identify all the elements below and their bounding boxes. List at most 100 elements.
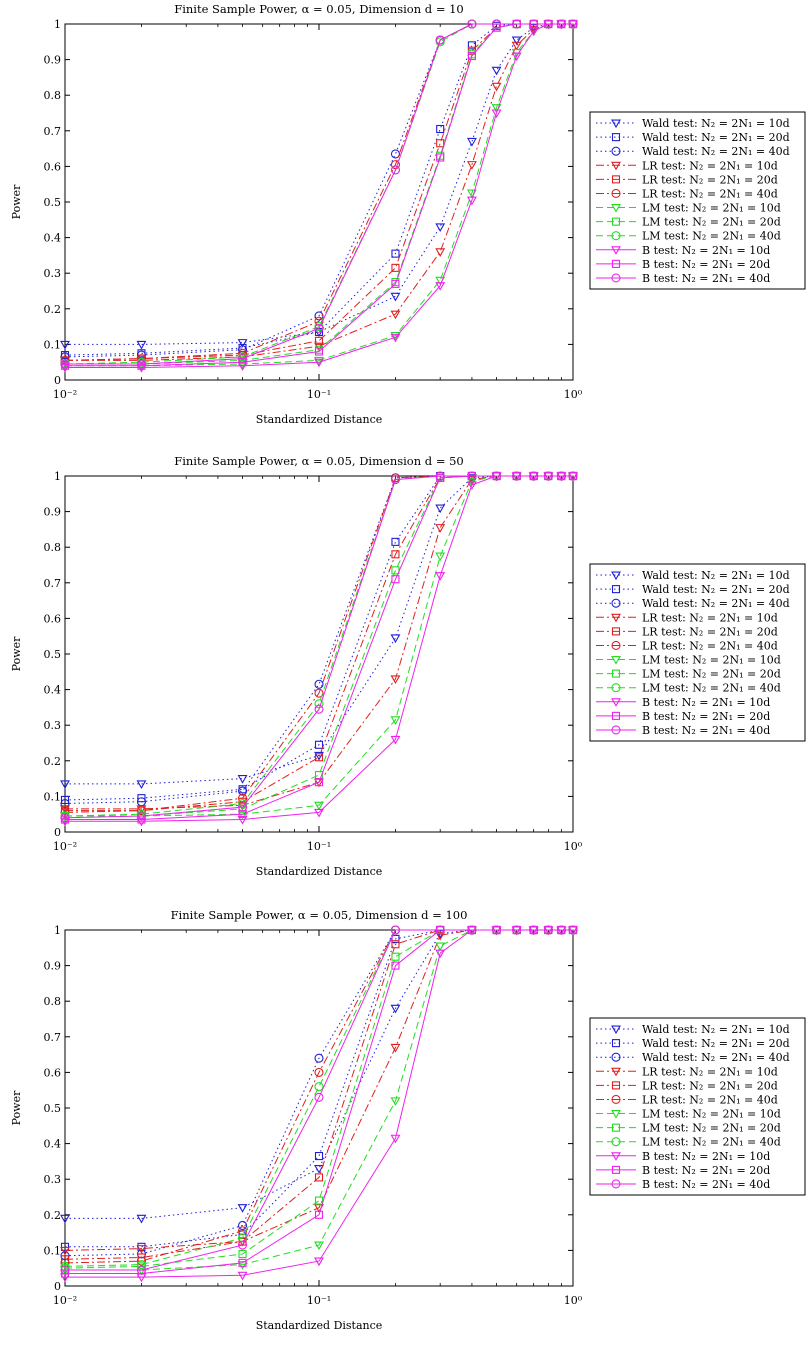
- y-tick-label: 0.6: [44, 160, 62, 173]
- data-point: [314, 336, 324, 345]
- series-line: [64, 475, 573, 819]
- data-point: [529, 925, 539, 935]
- data-point: [314, 1173, 324, 1182]
- data-point: [60, 1265, 70, 1275]
- data-point: [435, 552, 446, 562]
- x-axis-label: Standardized Distance: [256, 865, 383, 878]
- data-point: [314, 1210, 324, 1219]
- data-point: [390, 1004, 401, 1014]
- legend-marker: [611, 640, 621, 651]
- data-point: [568, 925, 578, 935]
- data-point: [390, 1134, 401, 1144]
- legend-marker: [611, 1165, 621, 1174]
- data-point: [314, 356, 324, 366]
- data-point: [435, 925, 445, 935]
- legend-marker: [611, 683, 621, 693]
- legend-label: LM test: N₂ = 2N₁ = 20d: [642, 216, 781, 229]
- legend-label: B test: N₂ = 2N₁ = 40d: [642, 1178, 770, 1191]
- series-lm-test-n-2n-20d: [60, 471, 578, 821]
- data-point: [466, 137, 477, 147]
- series-line: [65, 475, 573, 822]
- legend-marker: [611, 711, 621, 720]
- data-point: [568, 19, 578, 29]
- data-point: [467, 19, 477, 29]
- y-tick-label: 0.4: [44, 232, 62, 245]
- series-line: [65, 475, 573, 785]
- data-point: [314, 311, 324, 321]
- data-point: [314, 1164, 324, 1174]
- series-lm-test-n-2n-10d: [60, 926, 578, 1276]
- y-axis-label: Power: [10, 1090, 23, 1126]
- data-point: [436, 153, 445, 162]
- legend-marker: [611, 1025, 621, 1035]
- legend-label: LM test: N₂ = 2N₁ = 40d: [642, 230, 781, 243]
- data-point: [237, 1261, 248, 1270]
- legend-marker: [611, 725, 621, 735]
- x-axis-label: Standardized Distance: [256, 1319, 383, 1332]
- data-point: [237, 1271, 248, 1281]
- legend-marker: [611, 259, 621, 268]
- legend-label: LM test: N₂ = 2N₁ = 20d: [642, 1122, 781, 1135]
- legend-marker: [611, 161, 621, 171]
- data-point: [314, 753, 324, 762]
- data-point: [237, 1240, 248, 1250]
- data-point: [237, 1220, 248, 1231]
- series-line: [65, 475, 573, 817]
- y-tick-label: 0.1: [44, 338, 62, 351]
- legend-marker: [611, 273, 621, 283]
- data-point: [314, 1092, 324, 1102]
- series-lr-test-n-2n-40d: [60, 471, 578, 817]
- legend-marker: [611, 698, 621, 707]
- series-lm-test-n-2n-10d: [60, 472, 578, 822]
- data-point: [136, 1260, 147, 1270]
- y-tick-label: 0.3: [44, 719, 62, 732]
- x-tick-label: 10⁻¹: [307, 1294, 331, 1307]
- chart-svg: Finite Sample Power, α = 0.05, Dimension…: [10, 908, 806, 1332]
- series-line: [65, 23, 573, 345]
- series-line: [64, 929, 573, 1257]
- series-wald-test-n-2n-10d: [60, 926, 578, 1224]
- data-point: [436, 139, 445, 148]
- series-b-test-n-2n-10d: [60, 20, 578, 373]
- data-point: [314, 808, 324, 818]
- y-tick-label: 0.6: [44, 1066, 62, 1079]
- data-point: [390, 165, 401, 175]
- x-tick-label: 10⁰: [564, 1294, 583, 1307]
- data-point: [391, 575, 400, 584]
- y-tick-label: 0.5: [44, 196, 62, 209]
- legend-marker: [611, 146, 621, 156]
- legend-label: Wald test: N₂ = 2N₁ = 10d: [642, 569, 790, 582]
- data-point: [137, 794, 146, 803]
- data-point: [237, 786, 248, 796]
- y-tick-label: 0.8: [44, 995, 62, 1008]
- data-point: [391, 279, 400, 288]
- y-tick-label: 0.7: [44, 1031, 62, 1044]
- data-point: [136, 359, 147, 369]
- data-point: [314, 347, 324, 356]
- series-lr-test-n-2n-10d: [60, 20, 578, 366]
- data-point: [136, 780, 147, 790]
- legend-marker: [611, 1152, 621, 1161]
- data-point: [529, 471, 539, 481]
- series-line: [64, 475, 573, 817]
- legend-label: LM test: N₂ = 2N₁ = 40d: [642, 682, 781, 695]
- legend-marker: [611, 1039, 621, 1048]
- series-wald-test-n-2n-20d: [60, 19, 578, 360]
- data-point: [314, 1196, 324, 1205]
- legend-box: [589, 111, 806, 290]
- data-point: [511, 52, 522, 62]
- data-point: [237, 802, 248, 812]
- data-point: [390, 716, 401, 725]
- series-wald-test-n-2n-40d: [60, 19, 578, 362]
- data-point: [511, 41, 522, 51]
- data-point: [512, 19, 522, 29]
- data-point: [435, 504, 446, 514]
- legend-marker: [611, 571, 621, 581]
- data-point: [237, 1204, 248, 1213]
- series-wald-test-n-2n-10d: [60, 472, 578, 790]
- data-point: [60, 780, 70, 790]
- data-point: [391, 550, 400, 559]
- legend-label: Wald test: N₂ = 2N₁ = 10d: [642, 1023, 790, 1036]
